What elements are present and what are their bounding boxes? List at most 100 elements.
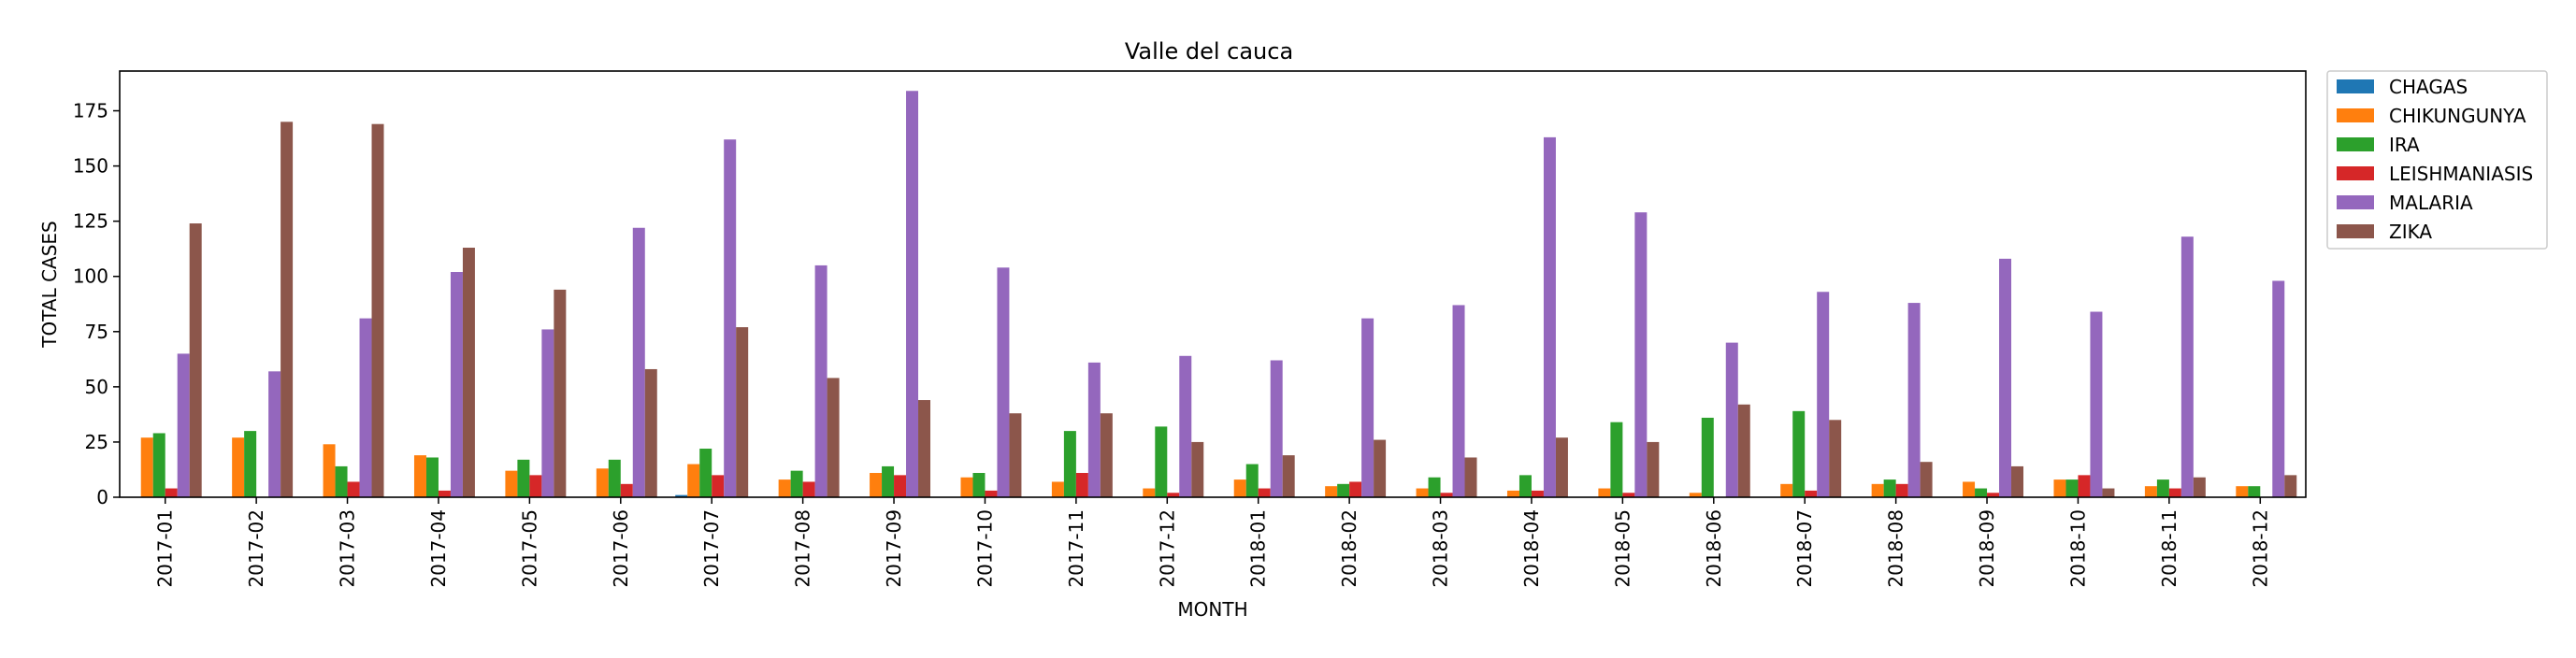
x-tick-label: 2018-02 bbox=[1338, 509, 1360, 588]
bar-ira-2018-03 bbox=[1428, 477, 1441, 497]
bar-chikungunya-2018-08 bbox=[1871, 483, 1884, 497]
bar-malaria-2017-07 bbox=[724, 139, 737, 498]
bar-zika-2017-12 bbox=[1191, 441, 1204, 497]
x-tick-label: 2018-03 bbox=[1430, 509, 1452, 588]
legend-label-ira: IRA bbox=[2389, 134, 2420, 156]
bar-chikungunya-2018-11 bbox=[2144, 486, 2157, 497]
bar-leishmaniasis-2017-05 bbox=[529, 475, 542, 497]
bar-leishmaniasis-2018-02 bbox=[1349, 481, 1362, 497]
bar-malaria-2017-02 bbox=[268, 371, 281, 497]
bar-chikungunya-2017-03 bbox=[323, 444, 336, 497]
legend-swatch-zika bbox=[2337, 224, 2374, 238]
bar-malaria-2017-06 bbox=[632, 227, 645, 497]
x-tick-label: 2018-05 bbox=[1611, 509, 1633, 588]
bar-ira-2018-05 bbox=[1610, 422, 1623, 497]
bar-chikungunya-2017-09 bbox=[870, 473, 883, 497]
bar-malaria-2017-09 bbox=[906, 91, 919, 497]
bar-chikungunya-2018-03 bbox=[1416, 488, 1429, 497]
x-tick-label: 2017-01 bbox=[154, 509, 177, 588]
bar-zika-2017-02 bbox=[281, 122, 294, 497]
x-tick-label: 2018-11 bbox=[2158, 509, 2180, 588]
x-tick-label: 2017-06 bbox=[610, 509, 632, 588]
bar-ira-2018-06 bbox=[1701, 417, 1714, 497]
bar-zika-2018-02 bbox=[1374, 439, 1387, 497]
bar-ira-2017-02 bbox=[244, 431, 257, 497]
x-tick-label: 2017-04 bbox=[427, 509, 450, 588]
bar-leishmaniasis-2018-03 bbox=[1440, 493, 1453, 497]
bar-zika-2018-04 bbox=[1555, 437, 1568, 497]
x-tick-label: 2017-05 bbox=[518, 509, 540, 588]
legend-swatch-ira bbox=[2337, 137, 2374, 151]
y-axis-label: TOTAL CASES bbox=[38, 221, 61, 348]
x-axis-label: MONTH bbox=[1177, 598, 1247, 621]
bar-ira-2017-01 bbox=[152, 433, 165, 497]
bar-chikungunya-2018-06 bbox=[1689, 493, 1702, 497]
x-tick-label: 2017-03 bbox=[337, 509, 359, 588]
legend-label-chagas: CHAGAS bbox=[2389, 76, 2468, 98]
bar-ira-2018-08 bbox=[1883, 479, 1896, 497]
bar-chagas-2017-07 bbox=[675, 494, 688, 497]
bar-leishmaniasis-2018-01 bbox=[1258, 488, 1271, 497]
x-tick-label: 2018-06 bbox=[1703, 509, 1725, 588]
legend-swatch-chagas bbox=[2337, 79, 2374, 93]
bar-leishmaniasis-2017-09 bbox=[894, 475, 907, 497]
x-tick-label: 2018-09 bbox=[1976, 509, 1998, 588]
bar-chikungunya-2018-10 bbox=[2053, 479, 2066, 497]
bar-ira-2017-08 bbox=[790, 470, 803, 497]
x-tick-label: 2018-12 bbox=[2249, 509, 2271, 588]
bar-ira-2017-11 bbox=[1063, 431, 1076, 497]
x-tick-label: 2017-12 bbox=[1156, 509, 1178, 588]
bar-malaria-2017-08 bbox=[814, 265, 827, 497]
bar-zika-2017-03 bbox=[371, 123, 384, 497]
y-tick-label: 50 bbox=[85, 376, 108, 398]
bar-zika-2018-12 bbox=[2284, 475, 2297, 497]
legend-label-leishmaniasis: LEISHMANIASIS bbox=[2389, 163, 2533, 185]
bar-malaria-2018-05 bbox=[1634, 212, 1648, 497]
bar-ira-2018-04 bbox=[1518, 475, 1532, 497]
bar-zika-2017-09 bbox=[918, 400, 931, 497]
bar-zika-2018-01 bbox=[1282, 455, 1295, 497]
y-ticks: 0 25 50 75 100 125 150 175 bbox=[73, 100, 120, 508]
x-tick-label: 2017-08 bbox=[792, 509, 814, 588]
bar-leishmaniasis-2018-11 bbox=[2168, 488, 2181, 497]
bar-chikungunya-2017-05 bbox=[505, 470, 518, 497]
bar-zika-2017-01 bbox=[189, 223, 202, 497]
bar-zika-2018-08 bbox=[1920, 462, 1933, 497]
plot-frame bbox=[119, 70, 2307, 498]
x-ticks: 2017-01 2017-02 2017-03 2017-04 2017-05 2017-… bbox=[154, 497, 2271, 588]
bar-malaria-2018-10 bbox=[2090, 311, 2103, 497]
x-tick-label: 2017-09 bbox=[883, 509, 905, 588]
bar-zika-2018-05 bbox=[1647, 441, 1660, 497]
bar-chikungunya-2017-06 bbox=[596, 468, 609, 497]
bar-chikungunya-2018-04 bbox=[1506, 490, 1519, 497]
bar-leishmaniasis-2017-07 bbox=[712, 475, 725, 497]
bar-chikungunya-2017-10 bbox=[960, 477, 973, 497]
bar-zika-2017-07 bbox=[736, 327, 749, 497]
bar-malaria-2018-02 bbox=[1361, 318, 1374, 497]
x-tick-label: 2018-08 bbox=[1885, 509, 1907, 588]
bar-malaria-2017-01 bbox=[177, 353, 190, 497]
bar-ira-2017-10 bbox=[972, 473, 986, 497]
bar-chikungunya-2018-05 bbox=[1598, 488, 1611, 497]
bar-malaria-2018-06 bbox=[1725, 342, 1738, 497]
y-tick-label: 0 bbox=[96, 486, 108, 508]
bar-chikungunya-2018-02 bbox=[1325, 486, 1338, 497]
bar-ira-2017-03 bbox=[335, 465, 348, 497]
bar-leishmaniasis-2017-01 bbox=[165, 488, 178, 497]
legend-label-malaria: MALARIA bbox=[2389, 192, 2473, 214]
x-tick-label: 2018-04 bbox=[1520, 509, 1543, 588]
x-tick-label: 2018-10 bbox=[2067, 509, 2090, 588]
legend-label-zika: ZIKA bbox=[2389, 221, 2432, 243]
y-tick-label: 100 bbox=[73, 265, 108, 288]
bar-zika-2017-11 bbox=[1100, 413, 1113, 497]
bar-leishmaniasis-2017-06 bbox=[620, 483, 633, 497]
bar-malaria-2017-04 bbox=[450, 272, 463, 497]
bar-malaria-2018-09 bbox=[1999, 258, 2012, 497]
bar-malaria-2017-03 bbox=[359, 318, 372, 497]
x-tick-label: 2018-01 bbox=[1247, 509, 1270, 588]
bar-malaria-2017-11 bbox=[1087, 362, 1101, 497]
bar-ira-2018-10 bbox=[2065, 479, 2079, 497]
bar-zika-2018-07 bbox=[1829, 420, 1842, 497]
legend-swatch-malaria bbox=[2337, 195, 2374, 209]
bar-zika-2018-09 bbox=[2011, 465, 2024, 497]
